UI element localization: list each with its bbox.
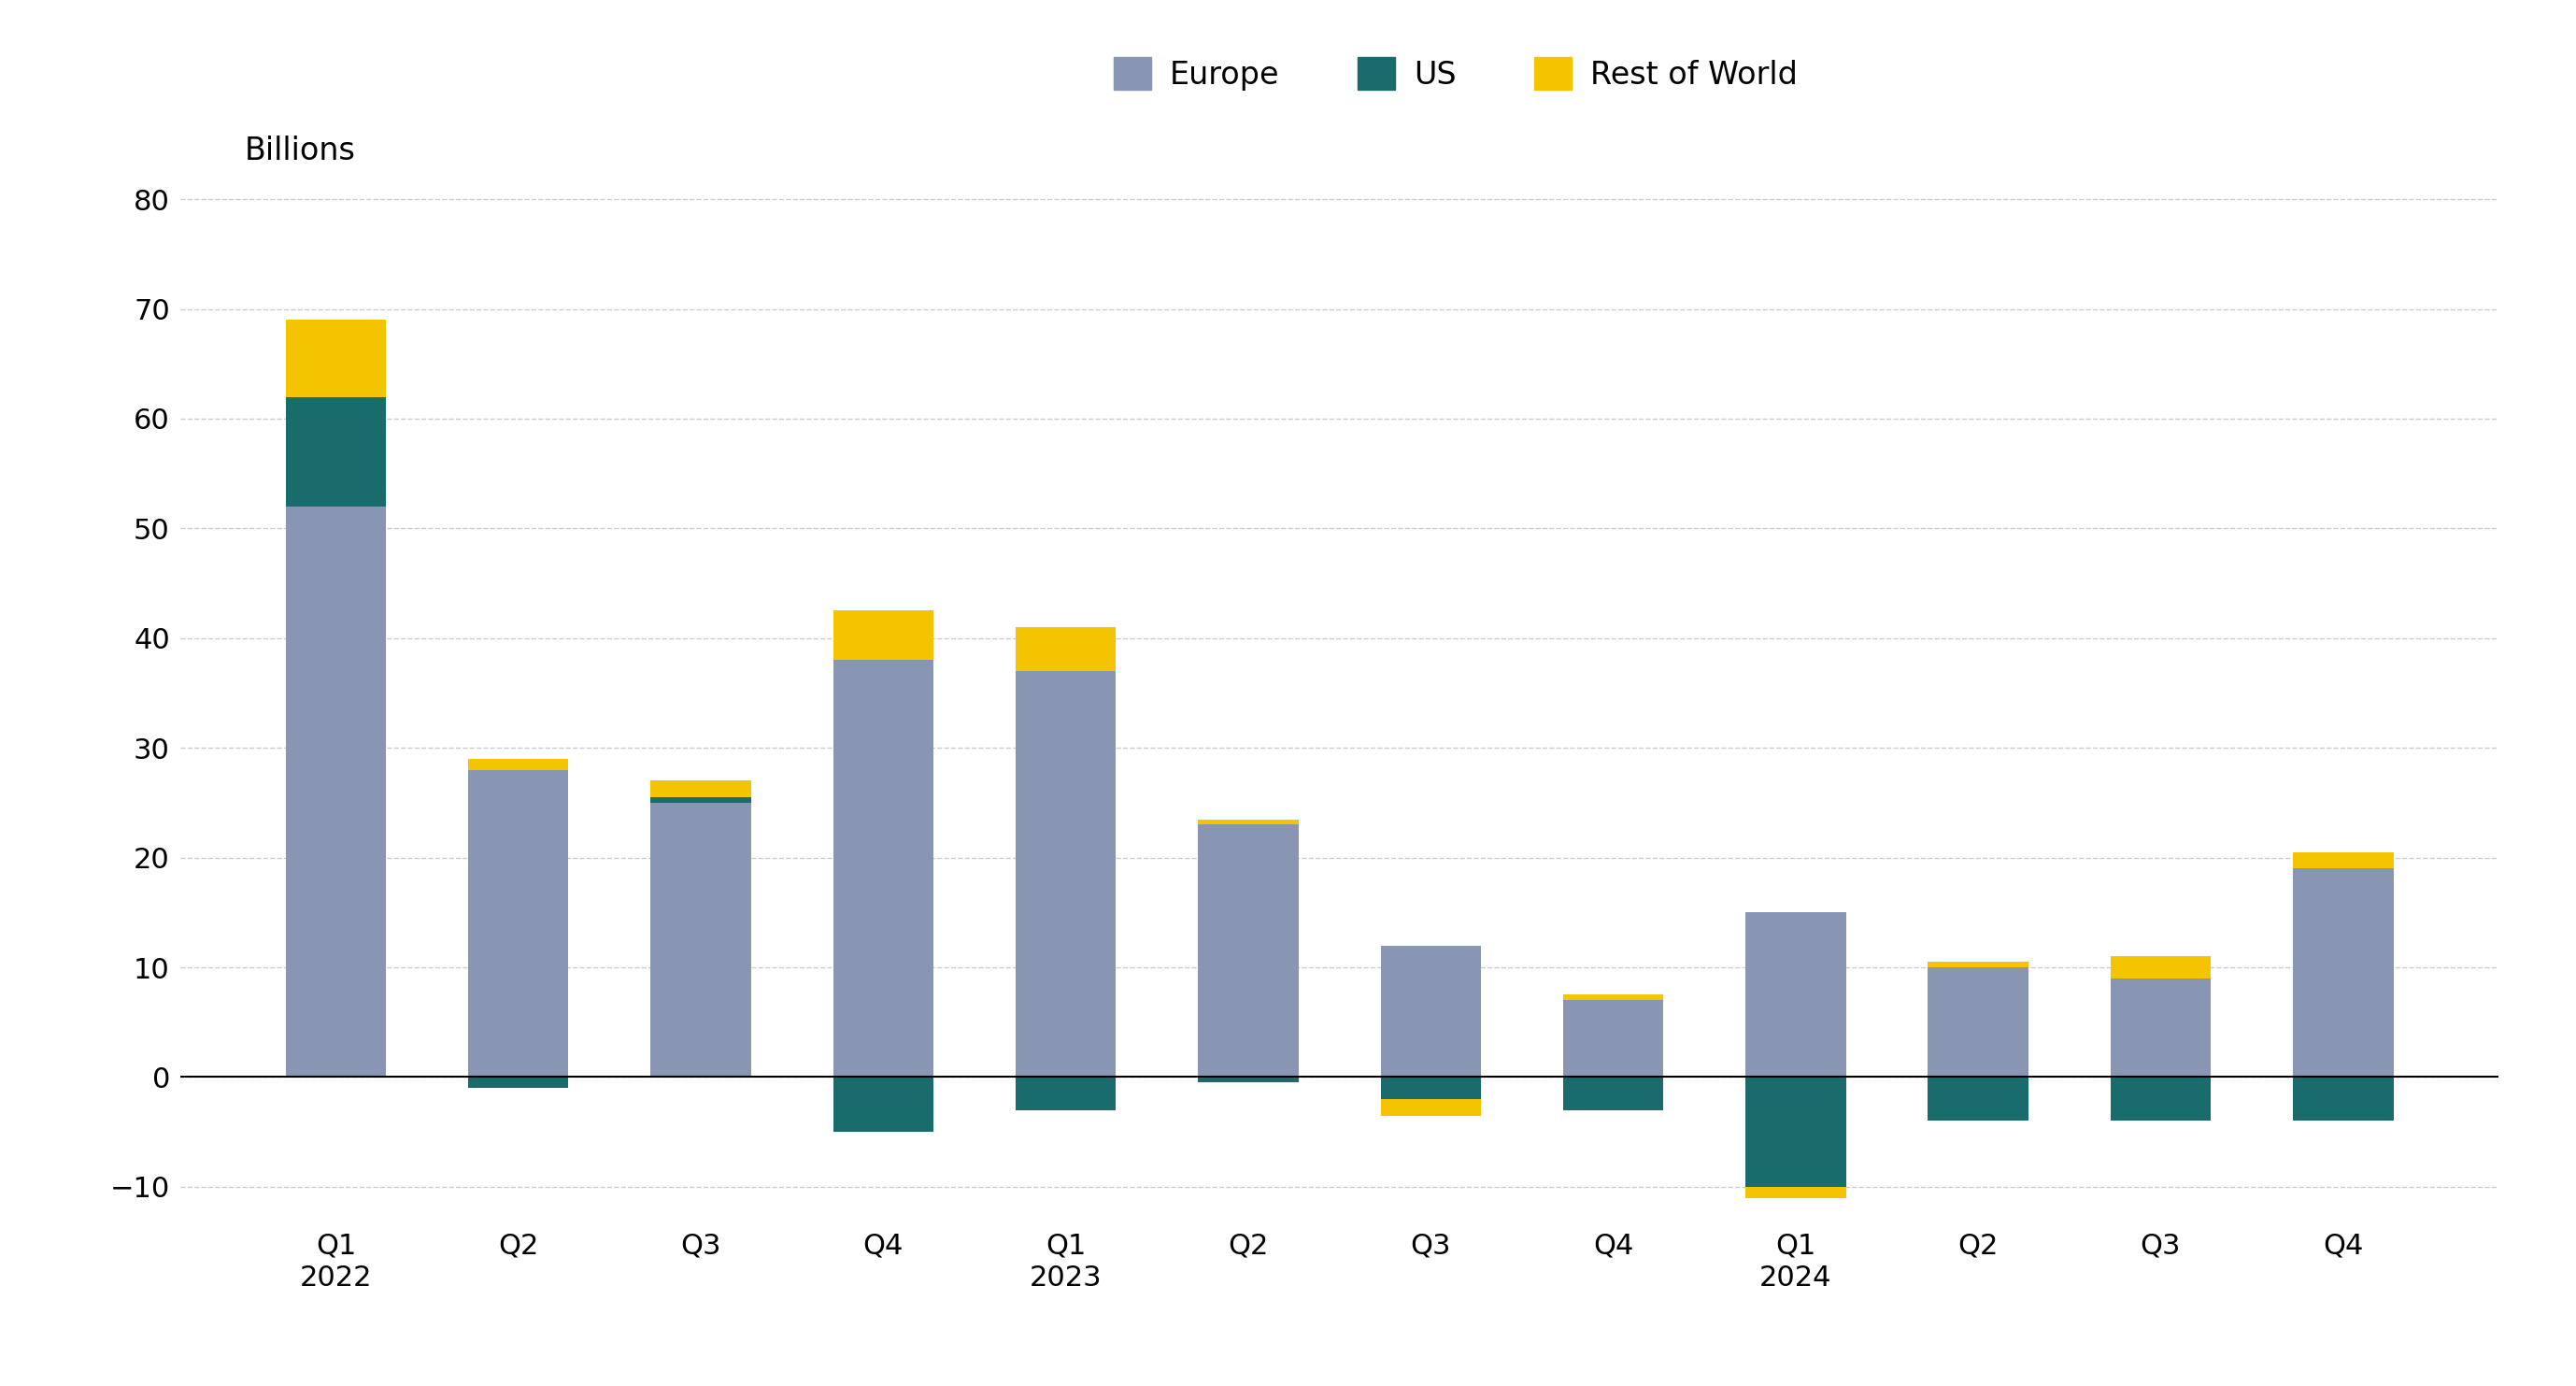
Bar bbox=[1381, 945, 1481, 1077]
Bar bbox=[1198, 1077, 1298, 1082]
Bar bbox=[1747, 912, 1847, 1077]
Bar bbox=[832, 660, 933, 1077]
Bar bbox=[1015, 1077, 1115, 1110]
Bar bbox=[1747, 1077, 1847, 1186]
Bar bbox=[1015, 626, 1115, 671]
Bar bbox=[469, 1077, 569, 1088]
Bar bbox=[832, 1077, 933, 1132]
Bar bbox=[832, 611, 933, 660]
Text: Billions: Billions bbox=[245, 136, 355, 166]
Bar bbox=[1381, 1099, 1481, 1116]
Bar bbox=[652, 797, 752, 802]
Bar bbox=[1381, 1077, 1481, 1099]
Bar bbox=[652, 780, 752, 797]
Bar bbox=[286, 396, 386, 506]
Bar bbox=[286, 320, 386, 396]
Bar bbox=[1198, 825, 1298, 1077]
Bar bbox=[469, 760, 569, 769]
Bar bbox=[1564, 1077, 1664, 1110]
Bar bbox=[1927, 962, 2027, 967]
Bar bbox=[2110, 1077, 2210, 1121]
Bar bbox=[2110, 956, 2210, 979]
Bar bbox=[1927, 1077, 2027, 1121]
Bar bbox=[2293, 869, 2393, 1077]
Bar bbox=[286, 506, 386, 1077]
Bar bbox=[1927, 967, 2027, 1077]
Bar bbox=[469, 769, 569, 1077]
Legend: Europe, US, Rest of World: Europe, US, Rest of World bbox=[1100, 44, 1811, 103]
Bar bbox=[2293, 1077, 2393, 1121]
Bar bbox=[2110, 979, 2210, 1077]
Bar bbox=[1198, 819, 1298, 825]
Bar bbox=[652, 802, 752, 1077]
Bar bbox=[2293, 852, 2393, 869]
Bar bbox=[1564, 995, 1664, 1001]
Bar bbox=[1747, 1186, 1847, 1198]
Bar bbox=[1015, 671, 1115, 1077]
Bar bbox=[1564, 1001, 1664, 1077]
